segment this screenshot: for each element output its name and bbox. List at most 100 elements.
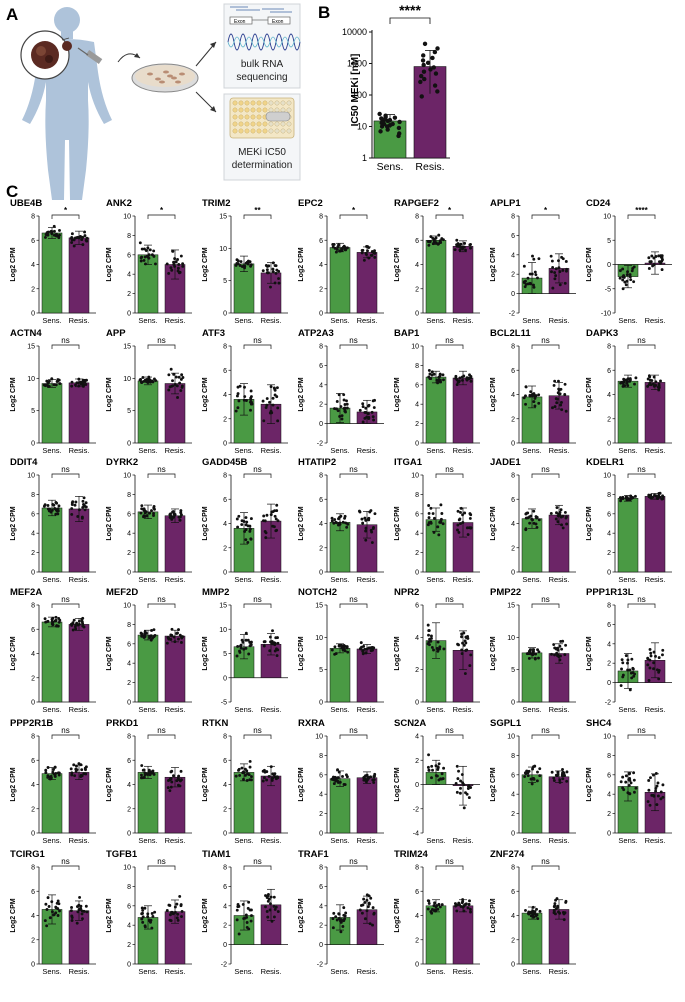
gene-title: TRIM24 — [394, 849, 429, 860]
y-tick-label: 4 — [223, 521, 227, 528]
y-tick-label: 6 — [223, 758, 227, 765]
x-category-label: Resis. — [645, 705, 666, 714]
data-point — [536, 770, 539, 774]
data-point — [468, 907, 472, 911]
x-category-label: Sens. — [330, 446, 349, 455]
data-point — [427, 243, 431, 247]
y-tick-label: 15 — [219, 603, 227, 610]
data-point — [261, 399, 265, 403]
data-point — [167, 779, 170, 782]
data-point — [429, 235, 433, 239]
data-point — [457, 769, 460, 773]
data-point — [361, 903, 365, 907]
y-tick-label: 8 — [511, 344, 515, 351]
ic50-plate-illustration: MEKi IC50 determination — [223, 93, 301, 181]
data-point — [464, 248, 467, 252]
data-point — [264, 264, 268, 267]
data-point — [427, 640, 431, 644]
data-point — [436, 649, 440, 653]
data-point — [537, 393, 541, 397]
data-point — [529, 390, 533, 394]
x-category-label: Sens. — [618, 575, 637, 584]
panel-a-letter: A — [6, 5, 18, 24]
data-point — [271, 403, 275, 407]
x-category-label: Sens. — [138, 316, 157, 325]
data-point — [656, 781, 660, 785]
significance-label: ns — [637, 595, 645, 604]
data-point — [152, 506, 156, 510]
data-point — [537, 656, 540, 660]
data-point — [364, 411, 368, 414]
y-tick-label: 6 — [31, 627, 35, 634]
gene-title: ITGA1 — [394, 457, 423, 468]
y-tick-label: 5 — [127, 408, 131, 415]
data-point — [648, 647, 652, 651]
data-point — [396, 125, 402, 131]
data-point — [172, 260, 176, 264]
bar-Resis. — [356, 648, 378, 703]
data-point — [173, 905, 177, 909]
data-point — [427, 504, 431, 507]
data-point — [522, 264, 526, 268]
data-point — [249, 408, 252, 412]
data-point — [371, 399, 375, 403]
y-tick-label: 0 — [415, 962, 419, 969]
data-point — [177, 774, 181, 778]
significance-label: ns — [253, 595, 261, 604]
data-point — [368, 646, 372, 650]
significance-bracket — [627, 344, 656, 349]
data-point — [468, 373, 471, 377]
data-point — [52, 913, 56, 917]
y-tick-label: 0 — [127, 831, 131, 838]
data-point — [619, 780, 623, 784]
data-point — [249, 398, 253, 402]
arrow-head-icon — [134, 53, 140, 58]
data-point — [73, 503, 77, 507]
data-point — [532, 648, 536, 652]
data-point — [249, 537, 253, 541]
data-point — [465, 526, 469, 530]
x-category-label: Resis. — [549, 575, 570, 584]
data-point — [554, 274, 558, 278]
data-point — [646, 800, 650, 803]
data-point — [369, 896, 373, 900]
y-tick-label: 4 — [511, 521, 515, 528]
data-point — [564, 516, 568, 520]
data-point — [440, 777, 443, 781]
y-tick-label: 6 — [127, 903, 131, 910]
data-point — [649, 493, 653, 497]
data-point — [532, 392, 536, 395]
data-point — [70, 773, 74, 777]
significance-bracket — [147, 344, 176, 349]
bar-Resis. — [452, 905, 474, 965]
data-point — [264, 536, 268, 540]
data-point — [561, 268, 565, 272]
data-point — [143, 906, 147, 910]
data-point — [271, 267, 275, 271]
data-point — [57, 504, 61, 508]
data-point — [367, 417, 371, 420]
y-tick-label: 100 — [352, 90, 367, 100]
data-point — [439, 241, 443, 244]
data-point — [560, 408, 564, 412]
data-point — [632, 674, 636, 678]
data-point — [56, 899, 60, 903]
x-category-label: Resis. — [165, 446, 186, 455]
data-point — [54, 383, 58, 387]
y-tick-label: 2 — [607, 811, 611, 818]
data-point — [657, 677, 661, 681]
data-point — [628, 273, 632, 276]
significance-bracket — [51, 344, 80, 349]
x-category-label: Sens. — [42, 705, 61, 714]
bar-Resis. — [644, 382, 666, 444]
data-point — [442, 647, 446, 651]
data-point — [169, 512, 173, 516]
data-point — [458, 248, 462, 252]
x-category-label: Sens. — [426, 575, 445, 584]
data-point — [346, 246, 349, 250]
data-point — [366, 905, 370, 909]
significance-label: ns — [253, 336, 261, 345]
data-point — [634, 376, 638, 380]
data-point — [81, 499, 85, 503]
